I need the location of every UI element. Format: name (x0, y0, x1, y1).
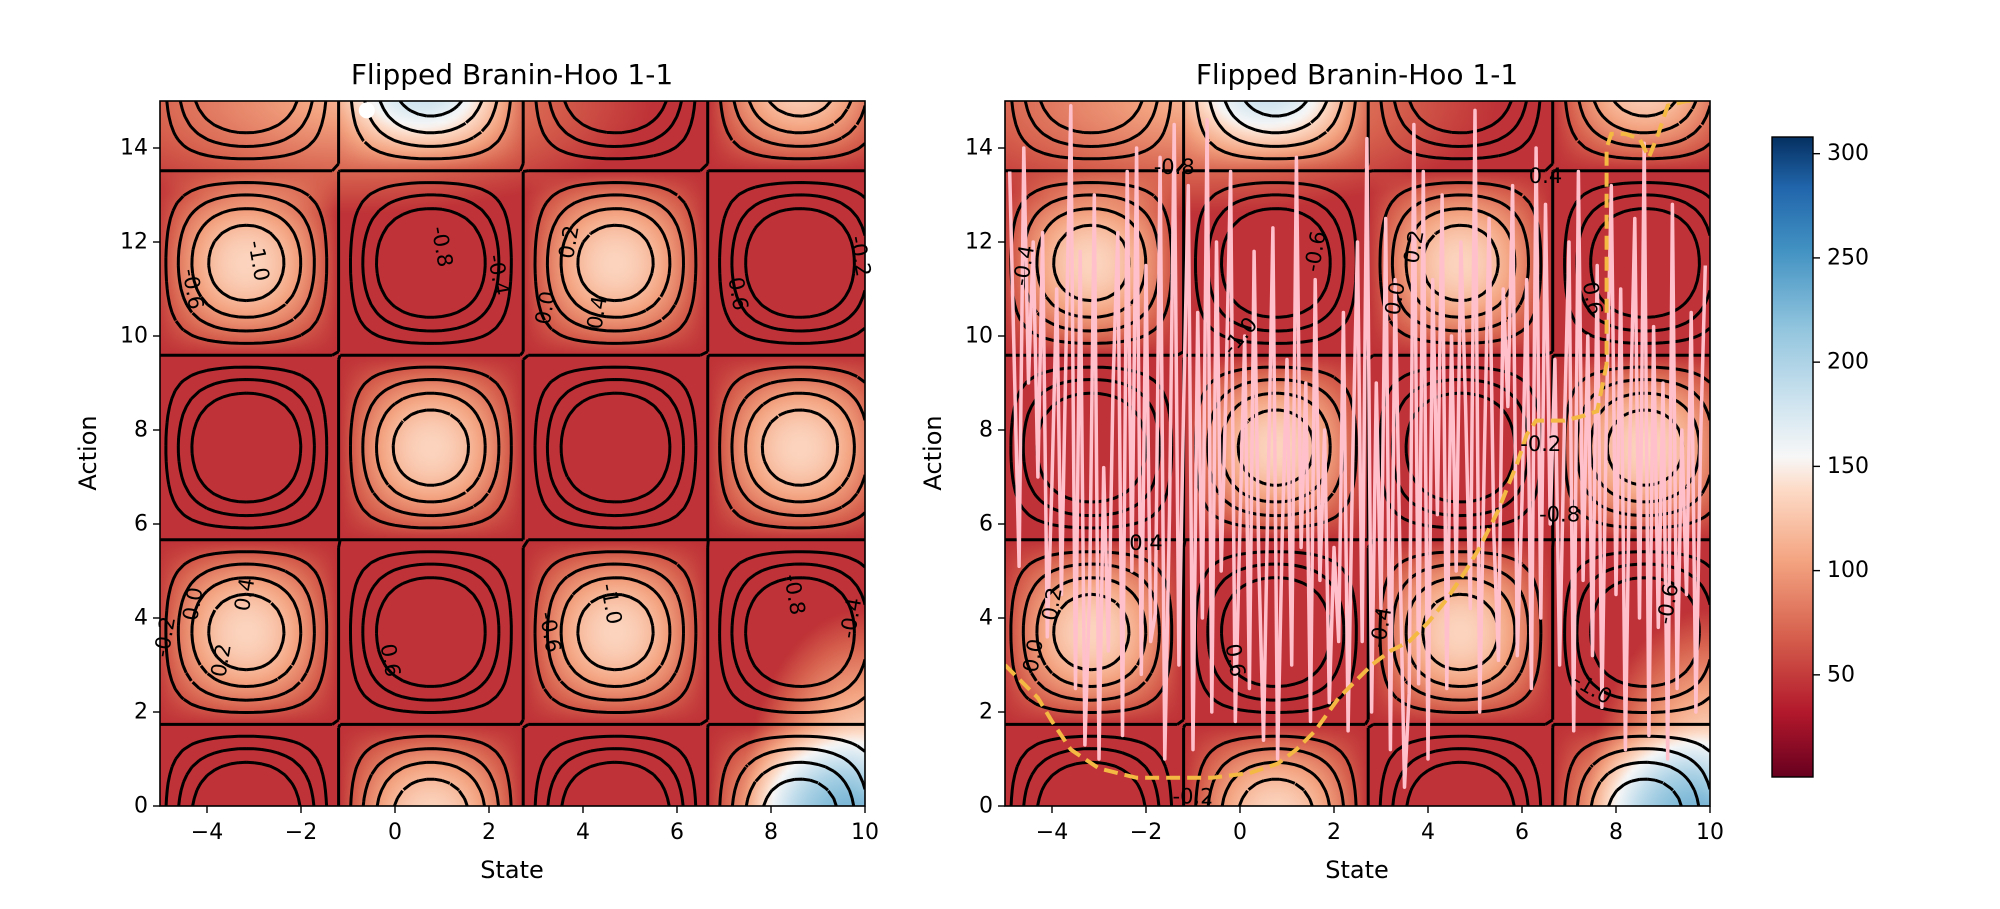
x-tick-label: 8 (764, 820, 778, 845)
x-tick-label: 2 (1327, 820, 1341, 845)
x-tick-label: 2 (482, 820, 496, 845)
x-tick-label: 0 (1233, 820, 1247, 845)
contour-label: 0.4 (1129, 531, 1162, 555)
x-tick-label: −4 (1036, 820, 1068, 845)
colorbar-tick-label: 150 (1827, 454, 1869, 479)
plot-area (160, 101, 865, 806)
contour-label: 0.0 (1380, 280, 1409, 317)
contour-label: 0.6 (1221, 642, 1250, 679)
contour-line-0.0 (160, 101, 865, 806)
contour-label: -0.2 (1173, 785, 1214, 809)
y-tick-label: 8 (979, 418, 993, 443)
x-tick-label: 6 (1515, 820, 1529, 845)
contour-label: 0.2 (1037, 585, 1066, 622)
colorbar: 50 100 150 200 250 300 (1771, 136, 1869, 778)
chart-title: Flipped Branin-Hoo 1-1 (351, 58, 673, 91)
colorbar-gradient (1771, 136, 1814, 778)
x-tick-label: 8 (1609, 820, 1623, 845)
x-tick-label: 6 (670, 820, 684, 845)
start-marker (358, 102, 375, 119)
x-axis-ticks: −4 −2 0 2 4 6 8 10 (1036, 806, 1724, 845)
contour-label: 0.4 (230, 576, 259, 613)
y-axis-ticks: 0 2 4 6 8 10 12 14 (120, 136, 160, 819)
y-axis-label: Action (74, 415, 102, 490)
y-tick-label: 10 (965, 324, 993, 349)
y-tick-label: 14 (120, 136, 148, 161)
left-chart-panel: Flipped Branin-Hoo 1-1 -1.0 -0.8-0.6 -0.40… (74, 58, 879, 884)
colorbar-tick-label: 250 (1827, 245, 1869, 270)
contour-label: -0.8 (1154, 155, 1195, 179)
trajectory (1007, 103, 1708, 789)
y-axis-ticks: 0 2 4 6 8 10 12 14 (965, 136, 1005, 819)
colorbar-tick-label: 50 (1827, 662, 1855, 687)
contour-label: 0.2 (554, 223, 583, 260)
y-tick-label: 0 (134, 794, 148, 819)
contour-line--0.2 (164, 101, 865, 806)
plot-frame (159, 100, 866, 807)
y-tick-label: 6 (979, 512, 993, 537)
contour-line-0.6 (190, 101, 856, 806)
x-tick-label: −2 (1130, 820, 1162, 845)
contour-label: 0.6 (723, 275, 752, 312)
contour-label: 0.0 (1018, 637, 1047, 674)
y-tick-label: 14 (965, 136, 993, 161)
contour-label: 0.2 (206, 642, 235, 679)
x-tick-label: 4 (1421, 820, 1435, 845)
x-axis-label: State (480, 856, 544, 884)
contour-lines (160, 101, 865, 806)
contour-line-0.4 (176, 101, 865, 806)
contour-label: 0.6 (376, 642, 405, 679)
contour-label: -0.8 (1539, 503, 1580, 527)
decision-boundary (1005, 101, 1696, 780)
start-marker-dot (358, 102, 375, 119)
contour-line--0.8 (207, 101, 840, 806)
right-chart-panel: Flipped Branin-Hoo 1-1 -0.8-0.4 -0.6-1.00… (919, 58, 1724, 884)
contour-label: 0.4 (582, 294, 611, 331)
x-tick-label: 0 (388, 820, 402, 845)
y-tick-label: 8 (134, 418, 148, 443)
x-tick-label: 10 (851, 820, 879, 845)
y-tick-label: 12 (965, 230, 993, 255)
y-tick-label: 12 (120, 230, 148, 255)
plot-area (1005, 101, 1710, 806)
contour-line--0.4 (176, 101, 865, 806)
y-tick-label: 6 (134, 512, 148, 537)
y-axis-label: Action (919, 415, 947, 490)
x-tick-label: 10 (1696, 820, 1724, 845)
colorbar-tick-label: 100 (1827, 558, 1869, 583)
x-tick-label: −2 (285, 820, 317, 845)
boundary-line (1005, 101, 1696, 780)
contour-label: 0.0 (531, 289, 560, 326)
y-tick-label: 4 (134, 606, 148, 631)
y-tick-label: 2 (134, 700, 148, 725)
y-tick-label: 0 (979, 794, 993, 819)
x-tick-label: −4 (191, 820, 223, 845)
x-axis-label: State (1325, 856, 1389, 884)
trajectory-line (1007, 103, 1708, 789)
contour-line--0.6 (190, 101, 856, 806)
contour-line-0.2 (164, 101, 865, 806)
colorbar-tick-label: 300 (1827, 141, 1869, 166)
y-tick-label: 10 (120, 324, 148, 349)
plot-frame (1004, 100, 1711, 807)
chart-title: Flipped Branin-Hoo 1-1 (1196, 58, 1518, 91)
contour-label: -0.2 (1520, 432, 1561, 456)
contour-label: 0.6 (1578, 280, 1607, 317)
contour-label: 0.0 (178, 585, 207, 622)
contour-label: 0.2 (1399, 228, 1428, 265)
y-tick-label: 2 (979, 700, 993, 725)
x-tick-label: 4 (576, 820, 590, 845)
contour-label: 0.4 (1529, 164, 1562, 188)
colorbar-tick-label: 200 (1827, 350, 1869, 375)
colorbar-ticks: 50 100 150 200 250 300 (1813, 141, 1869, 687)
y-tick-label: 4 (979, 606, 993, 631)
x-axis-ticks: −4 −2 0 2 4 6 8 10 (191, 806, 879, 845)
contour-labels: -1.0 -0.8-0.6 -0.40.00.20.40.6-0.20.0 0.4-0… (149, 223, 875, 678)
